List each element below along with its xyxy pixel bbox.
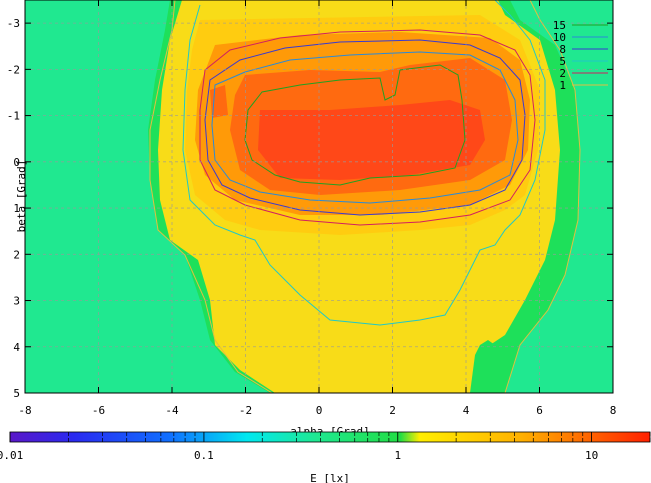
y-tick-label: 2 — [13, 248, 20, 261]
legend-label: 2 — [559, 67, 566, 80]
colorbar-tick-label: 10 — [585, 449, 598, 462]
region-core — [258, 100, 485, 180]
colorbar-tick-label: 0.1 — [194, 449, 214, 462]
contour-15 — [244, 64, 466, 186]
y-tick-label: 4 — [13, 341, 20, 354]
y-tick-label: -2 — [7, 63, 20, 76]
x-tick-label: -2 — [239, 404, 252, 417]
y-tick-label: -3 — [7, 17, 20, 30]
contour-2 — [199, 29, 536, 226]
contour-5 — [182, 0, 546, 326]
legend-label: 1 — [559, 79, 566, 92]
y-tick-label: 3 — [13, 295, 20, 308]
y-tick-label: 5 — [13, 387, 20, 400]
x-tick-label: 2 — [389, 404, 396, 417]
colorbar-ticks: 0.01 0.1 1 10 — [0, 432, 651, 462]
legend-label: 10 — [553, 31, 566, 44]
region-green-spikes — [470, 340, 505, 393]
colorbar-tick-label: 0.01 — [0, 449, 23, 462]
legend-label: 15 — [553, 19, 566, 32]
colorbar-label: E [lx] — [310, 472, 350, 483]
x-tick-label: -8 — [18, 404, 31, 417]
heatmap-regions — [148, 0, 580, 393]
x-tick-label: 6 — [536, 404, 543, 417]
grid-lines — [25, 0, 613, 393]
y-tick-label: 0 — [13, 156, 20, 169]
contour-8 — [204, 39, 526, 216]
x-tick-label: -6 — [92, 404, 105, 417]
colorbar-tick-label: 1 — [394, 449, 401, 462]
x-tick-label: 8 — [610, 404, 617, 417]
x-tick-label: 4 — [463, 404, 470, 417]
x-tick-label: -4 — [165, 404, 179, 417]
x-axis-ticks: -8 -6 -4 -2 0 2 4 6 8 — [18, 0, 616, 417]
contour-1 — [149, 0, 581, 393]
colorbar — [9, 431, 651, 443]
x-tick-label: 0 — [316, 404, 323, 417]
contour-lines — [149, 0, 581, 393]
legend-label: 8 — [559, 43, 566, 56]
y-axis-label: beta [Grad] — [15, 160, 28, 233]
y-tick-label: 1 — [13, 202, 20, 215]
contour-10 — [211, 51, 519, 204]
legend-label: 5 — [559, 55, 566, 68]
y-tick-label: -1 — [7, 110, 20, 123]
